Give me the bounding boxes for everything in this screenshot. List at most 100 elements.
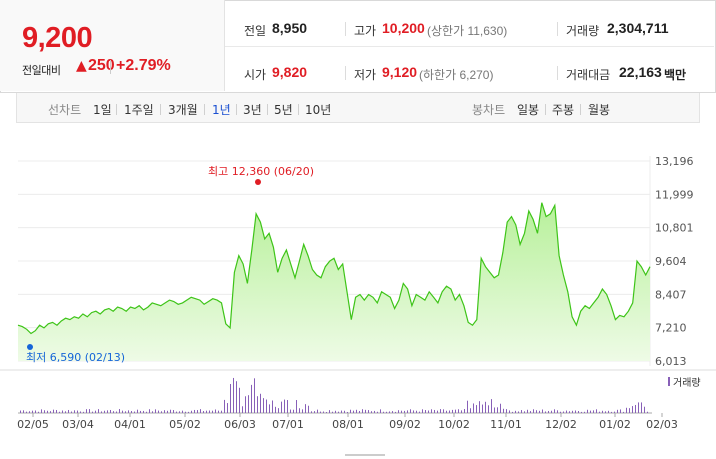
- period-divider: [204, 104, 205, 115]
- volume-bar: [179, 411, 180, 413]
- volume-bar: [110, 409, 111, 413]
- volume-bar: [389, 411, 390, 413]
- period-3y[interactable]: 3년: [243, 103, 262, 117]
- period-divider: [160, 104, 161, 115]
- volume-bar: [485, 401, 486, 413]
- y-tick-label: 11,999: [655, 188, 694, 201]
- volume-bar: [476, 405, 477, 413]
- volume-bar: [149, 409, 150, 413]
- volume-bar: [272, 400, 273, 413]
- volume-bar: [317, 409, 318, 413]
- volume-bar: [554, 409, 555, 413]
- volume-bar: [194, 409, 195, 413]
- volume-bar: [200, 409, 201, 413]
- volume-bar: [503, 408, 504, 413]
- change-label: 전일대비: [22, 64, 61, 77]
- x-tick-label: 01/02: [599, 418, 631, 431]
- volume-bar: [563, 411, 564, 413]
- volume-bar: [107, 410, 108, 413]
- low-marker: [27, 344, 33, 350]
- volume-bar: [560, 411, 561, 413]
- candle-monthly[interactable]: 월봉: [588, 103, 611, 117]
- change-value: 250: [88, 57, 115, 74]
- volume-bar: [83, 411, 84, 413]
- volume-bar: [206, 410, 207, 413]
- change-divider: [110, 60, 111, 74]
- volume-bar: [74, 410, 75, 413]
- volume-bar: [368, 410, 369, 413]
- volume-bar: [188, 411, 189, 413]
- volume-bar: [407, 410, 408, 413]
- period-1w[interactable]: 1주일: [124, 103, 154, 117]
- volume-bar: [356, 409, 357, 413]
- volume-bar: [65, 411, 66, 413]
- period-1d[interactable]: 1일: [93, 103, 112, 117]
- volume-bar: [506, 409, 507, 413]
- x-tick-label: 04/01: [114, 418, 146, 431]
- volume-bar: [455, 409, 456, 413]
- volume-bar: [449, 410, 450, 413]
- volume-bar: [131, 411, 132, 413]
- volume-bar: [158, 410, 159, 413]
- low-label: 저가: [354, 68, 377, 82]
- volume-bar: [20, 410, 21, 413]
- volume-bar: [482, 404, 483, 413]
- candle-daily[interactable]: 일봉: [517, 103, 540, 117]
- volume-bar: [518, 411, 519, 413]
- volume-bar: [89, 409, 90, 413]
- volume-value: 2,304,711: [607, 20, 669, 36]
- period-divider: [116, 104, 117, 115]
- volume-bar: [86, 409, 87, 413]
- volume-bar: [392, 411, 393, 413]
- volume-bar: [620, 409, 621, 413]
- volume-bar: [638, 402, 639, 413]
- volume-bar: [509, 410, 510, 413]
- volume-bar: [437, 410, 438, 413]
- open-value: 9,820: [272, 64, 308, 80]
- volume-bar: [146, 411, 147, 413]
- period-10y[interactable]: 10년: [305, 103, 332, 117]
- volume-bar: [542, 409, 543, 413]
- volume-bar: [278, 408, 279, 413]
- volume-bar: [335, 410, 336, 413]
- volume-bar: [611, 411, 612, 413]
- volume-bar: [128, 410, 129, 413]
- volume-bar: [119, 409, 120, 413]
- y-tick-label: 8,407: [655, 288, 687, 301]
- volume-bar: [275, 406, 276, 413]
- volume-bar: [443, 409, 444, 413]
- volume-bar: [32, 410, 33, 413]
- volume-bar: [113, 411, 114, 413]
- volume-bar: [152, 411, 153, 413]
- trade-value-label: 거래대금: [566, 68, 611, 82]
- volume-bar: [401, 410, 402, 413]
- volume-bar: [290, 409, 291, 413]
- volume-bar: [170, 409, 171, 413]
- volume-bar: [416, 410, 417, 413]
- volume-bar: [92, 411, 93, 413]
- volume-bar: [497, 407, 498, 413]
- volume-bar: [218, 410, 219, 413]
- candle-chart-title: 봉차트: [472, 103, 506, 117]
- period-5y[interactable]: 5년: [274, 103, 293, 117]
- volume-bar: [221, 410, 222, 413]
- volume-bar: [587, 409, 588, 413]
- volume-bar: [239, 387, 240, 413]
- volume-bar: [284, 399, 285, 413]
- period-3m[interactable]: 3개월: [168, 103, 198, 117]
- period-1y[interactable]: 1년: [212, 103, 231, 117]
- volume-bar: [44, 410, 45, 413]
- volume-bar: [599, 411, 600, 413]
- volume-bar: [227, 403, 228, 413]
- candle-weekly[interactable]: 주봉: [552, 103, 575, 117]
- volume-bar: [23, 410, 24, 413]
- x-tick-label: 08/01: [332, 418, 364, 431]
- volume-bar: [140, 410, 141, 413]
- volume-bar: [176, 411, 177, 413]
- high-marker: [255, 179, 261, 185]
- volume-bar: [71, 411, 72, 413]
- volume-bar: [617, 409, 618, 413]
- volume-legend: 거래량: [673, 377, 701, 389]
- volume-bar: [569, 411, 570, 413]
- up-arrow-icon: ▲: [76, 58, 87, 74]
